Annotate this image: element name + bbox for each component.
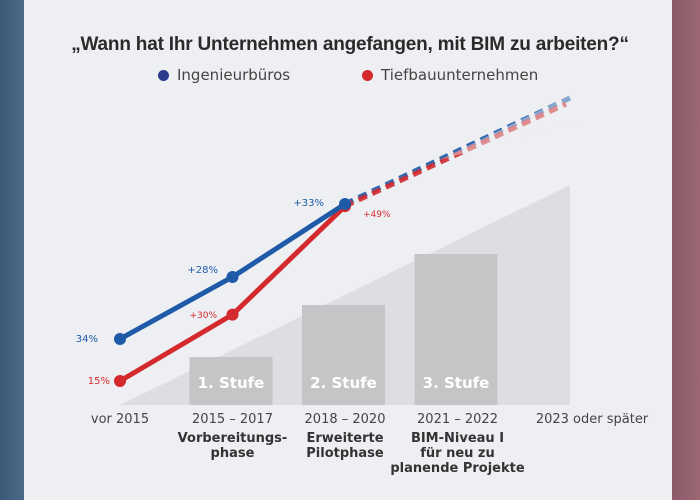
data-point: [114, 332, 126, 345]
legend-item-tiefbau: Tiefbauunternehmen: [362, 66, 538, 84]
category-label: 2015 – 2017: [192, 412, 273, 427]
x-tick-label: vor 2015: [50, 412, 190, 427]
data-point: [226, 270, 239, 283]
data-label: 15%: [88, 376, 110, 387]
data-label: +30%: [189, 311, 217, 321]
phase-label: BIM-Niveau I für neu zu planende Projekt…: [390, 431, 525, 476]
stage-bar: [189, 357, 273, 405]
stage-label: 2. Stufe: [310, 374, 377, 392]
stage-label: 3. Stufe: [423, 374, 490, 392]
legend-item-ingenieurbueros: Ingenieurbüros: [158, 66, 290, 84]
projection-line: [343, 95, 572, 207]
data-point: [226, 308, 239, 321]
stage-bar: [414, 254, 498, 405]
data-label: +49%: [363, 210, 391, 220]
phase-label: Vorbereitungs- phase: [177, 431, 288, 461]
stage-bar: [302, 305, 385, 405]
projection-fade: [440, 90, 580, 160]
phase-label: Erweiterte Pilotphase: [306, 431, 384, 461]
category-label: 2021 – 2022: [417, 412, 498, 427]
projection-line: [343, 101, 568, 209]
category-label: vor 2015: [90, 412, 150, 427]
category-label: 2023 oder später: [535, 412, 649, 427]
chart-title: „Wann hat Ihr Unternehmen angefangen, mi…: [71, 34, 629, 55]
legend-dot-icon: [158, 69, 169, 81]
stage-label: 1. Stufe: [198, 374, 265, 392]
data-label: 34%: [76, 334, 98, 345]
category-label: 2018 – 2020: [304, 412, 386, 427]
x-tick-label: 2023 oder später: [522, 412, 662, 427]
x-tick-label: 2018 – 2020 Erweiterte Pilotphase: [275, 412, 415, 461]
legend-label: Tiefbauunternehmen: [381, 66, 539, 84]
data-point: [339, 197, 351, 210]
data-label: +33%: [293, 198, 324, 209]
x-tick-label: 2021 – 2022 BIM-Niveau I für neu zu plane…: [388, 412, 528, 476]
data-label: +28%: [187, 265, 218, 276]
legend-label: Ingenieurbüros: [177, 66, 291, 84]
legend-dot-icon: [362, 69, 373, 81]
x-tick-label: 2015 – 2017 Vorbereitungs- phase: [163, 412, 303, 461]
data-point: [114, 375, 126, 388]
